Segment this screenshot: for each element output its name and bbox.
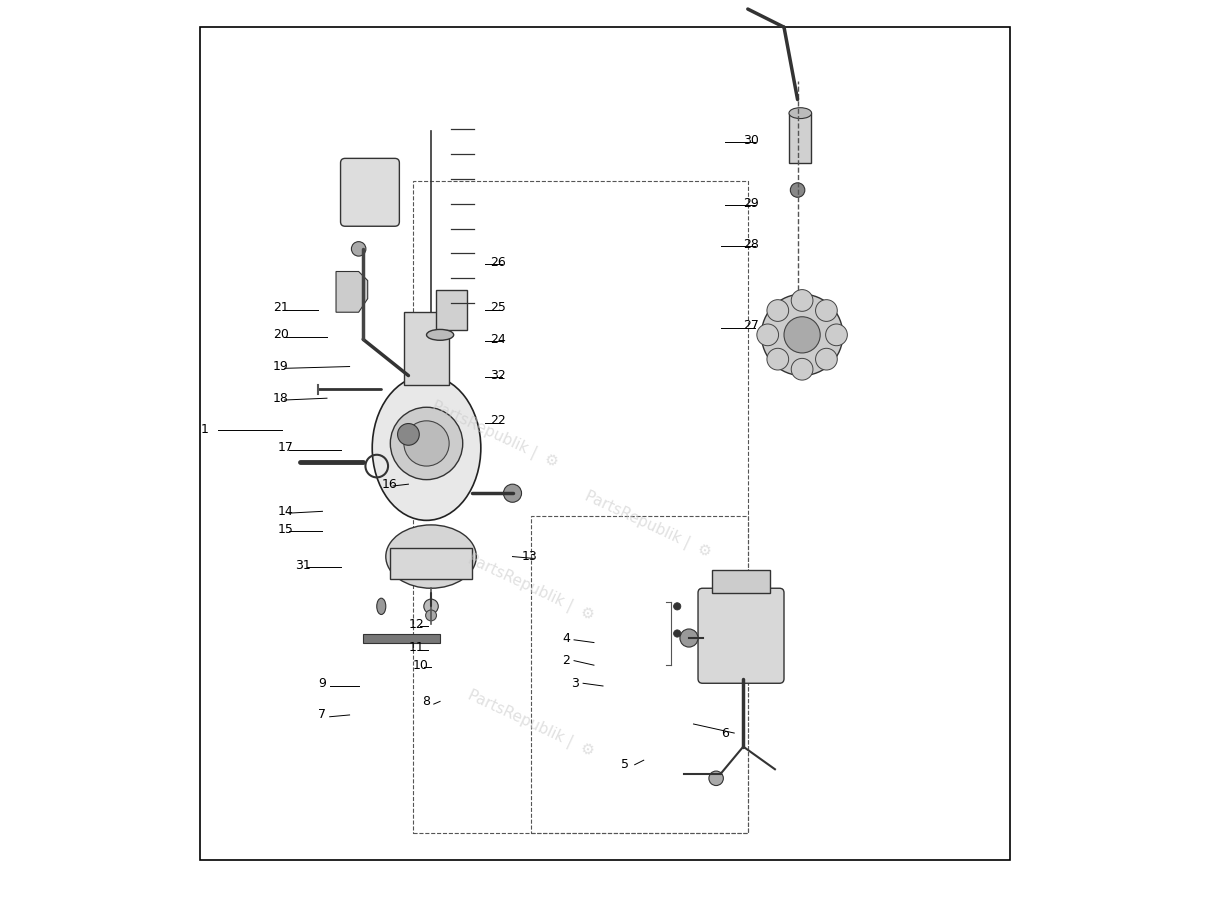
Text: 5: 5 bbox=[621, 758, 630, 771]
Text: 2: 2 bbox=[562, 654, 570, 667]
Polygon shape bbox=[336, 272, 368, 312]
Text: 7: 7 bbox=[318, 709, 326, 721]
Text: PartsRepublik |  ⚙: PartsRepublik | ⚙ bbox=[464, 688, 597, 760]
Text: 26: 26 bbox=[490, 256, 505, 269]
Text: 29: 29 bbox=[743, 197, 759, 210]
Circle shape bbox=[767, 348, 789, 370]
Text: 21: 21 bbox=[273, 301, 288, 314]
Text: 11: 11 bbox=[409, 641, 425, 653]
Text: PartsRepublik |  ⚙: PartsRepublik | ⚙ bbox=[428, 398, 561, 471]
Circle shape bbox=[423, 599, 438, 614]
Circle shape bbox=[757, 324, 779, 346]
Ellipse shape bbox=[376, 598, 386, 614]
Ellipse shape bbox=[373, 376, 481, 520]
Circle shape bbox=[815, 300, 837, 321]
Ellipse shape bbox=[789, 108, 812, 119]
Text: 1: 1 bbox=[200, 424, 209, 436]
Text: 16: 16 bbox=[381, 478, 397, 491]
Text: 17: 17 bbox=[277, 442, 293, 454]
Text: 15: 15 bbox=[277, 523, 293, 536]
Text: 8: 8 bbox=[422, 695, 431, 708]
Bar bbox=[531, 516, 748, 833]
Text: 20: 20 bbox=[273, 329, 288, 341]
Circle shape bbox=[791, 290, 813, 311]
Text: 3: 3 bbox=[572, 677, 579, 690]
Circle shape bbox=[680, 629, 698, 647]
Circle shape bbox=[426, 610, 437, 621]
Circle shape bbox=[674, 603, 681, 610]
Ellipse shape bbox=[427, 329, 453, 340]
Text: 22: 22 bbox=[490, 414, 505, 427]
Text: 14: 14 bbox=[277, 505, 293, 518]
Circle shape bbox=[391, 407, 463, 480]
Text: 10: 10 bbox=[412, 659, 429, 672]
Text: 31: 31 bbox=[295, 559, 311, 572]
Circle shape bbox=[791, 358, 813, 380]
Text: PartsRepublik |  ⚙: PartsRepublik | ⚙ bbox=[464, 552, 597, 624]
Circle shape bbox=[674, 630, 681, 637]
Text: 32: 32 bbox=[490, 369, 505, 382]
Text: 12: 12 bbox=[409, 618, 425, 631]
Circle shape bbox=[815, 348, 837, 370]
Bar bbox=[363, 634, 440, 643]
Bar bbox=[404, 312, 449, 385]
Bar bbox=[200, 27, 1011, 860]
Circle shape bbox=[398, 424, 420, 445]
Text: 4: 4 bbox=[562, 632, 570, 644]
Text: 13: 13 bbox=[521, 550, 538, 563]
FancyBboxPatch shape bbox=[340, 158, 399, 226]
Circle shape bbox=[503, 484, 521, 502]
Bar bbox=[435, 290, 467, 330]
Text: 6: 6 bbox=[721, 727, 728, 739]
Text: 19: 19 bbox=[273, 360, 288, 373]
Bar bbox=[712, 570, 771, 593]
Circle shape bbox=[790, 183, 804, 197]
Circle shape bbox=[767, 300, 789, 321]
Circle shape bbox=[351, 242, 365, 256]
Bar bbox=[412, 181, 748, 833]
Text: 28: 28 bbox=[743, 238, 759, 251]
Circle shape bbox=[761, 294, 843, 376]
Circle shape bbox=[784, 317, 820, 353]
Circle shape bbox=[404, 421, 449, 466]
Circle shape bbox=[709, 771, 724, 786]
Text: 30: 30 bbox=[743, 134, 759, 147]
Bar bbox=[789, 113, 812, 163]
Text: 9: 9 bbox=[318, 677, 326, 690]
Text: 27: 27 bbox=[743, 319, 759, 332]
Text: 25: 25 bbox=[490, 301, 505, 314]
Text: PartsRepublik |  ⚙: PartsRepublik | ⚙ bbox=[582, 489, 714, 561]
Circle shape bbox=[826, 324, 848, 346]
Text: 24: 24 bbox=[490, 333, 505, 346]
Text: 18: 18 bbox=[273, 392, 288, 405]
Ellipse shape bbox=[386, 525, 476, 588]
Bar bbox=[391, 548, 472, 579]
FancyBboxPatch shape bbox=[698, 588, 784, 683]
